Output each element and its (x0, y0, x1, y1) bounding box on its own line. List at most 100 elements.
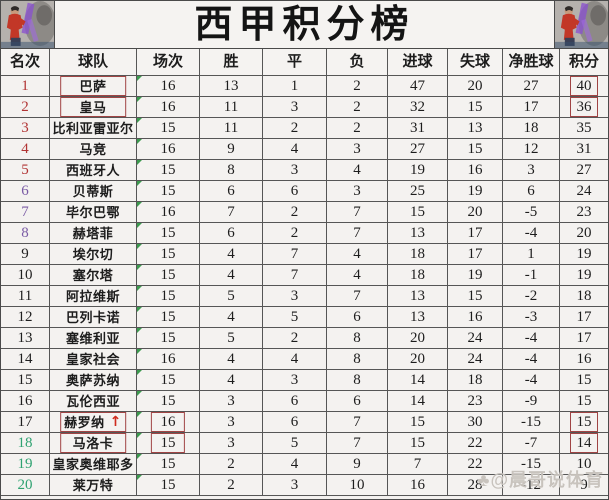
draw-value: 3 (290, 161, 299, 178)
played-cell: 15 (137, 454, 200, 475)
ga-value: 15 (467, 140, 483, 157)
played-cell: 16 (137, 139, 200, 160)
win-cell: 2 (200, 475, 263, 496)
rank-value: 12 (17, 308, 33, 325)
pts-value: 17 (576, 329, 592, 346)
rank-value: 15 (17, 371, 33, 388)
loss-value: 2 (353, 98, 361, 115)
flag-triangle-icon (137, 181, 142, 186)
rank-cell: 12 (1, 307, 50, 328)
pts-cell: 27 (560, 160, 608, 181)
flag-triangle-icon (137, 118, 142, 123)
played-cell: 15 (137, 160, 200, 181)
rank-value: 16 (17, 392, 33, 409)
ga-cell: 28 (448, 475, 503, 496)
gd-value: -4 (524, 350, 538, 367)
played-value: 15 (160, 161, 176, 178)
pts-value: 35 (576, 119, 592, 136)
gf-value: 31 (410, 119, 425, 136)
draw-value: 4 (290, 455, 299, 472)
pts-value: 27 (576, 161, 592, 178)
header-team: 球队 (50, 49, 137, 76)
rank-cell: 19 (1, 454, 50, 475)
gd-value: -5 (524, 203, 538, 220)
played-value: 16 (160, 413, 176, 430)
loss-value: 2 (353, 77, 361, 94)
draw-cell: 6 (263, 181, 327, 202)
pts-value: 23 (576, 203, 592, 220)
gf-value: 15 (410, 413, 425, 430)
ga-value: 22 (467, 434, 483, 451)
gd-value: 6 (527, 182, 535, 199)
gf-cell: 15 (388, 202, 448, 223)
ga-value: 15 (467, 98, 483, 115)
win-cell: 8 (200, 160, 263, 181)
loss-cell: 7 (327, 202, 388, 223)
win-cell: 4 (200, 265, 263, 286)
pts-cell: 19 (560, 265, 608, 286)
win-value: 4 (227, 371, 235, 388)
table-row: 17 赫罗纳 ↑ 16 3 6 7 15 30 -15 15 (1, 412, 608, 433)
draw-cell: 1 (263, 76, 327, 97)
rank-cell: 1 (1, 76, 50, 97)
gf-value: 20 (410, 329, 425, 346)
draw-cell: 2 (263, 202, 327, 223)
draw-cell: 3 (263, 286, 327, 307)
rank-cell: 7 (1, 202, 50, 223)
pts-cell: 14 (560, 433, 608, 454)
gf-value: 18 (410, 266, 425, 283)
loss-value: 6 (353, 308, 361, 325)
played-value: 15 (160, 455, 176, 472)
gf-cell: 31 (388, 118, 448, 139)
flag-triangle-icon (137, 328, 142, 333)
draw-cell: 3 (263, 160, 327, 181)
pts-value: 19 (576, 266, 592, 283)
draw-cell: 2 (263, 118, 327, 139)
flag-triangle-icon (137, 244, 142, 249)
header-points: 积分 (560, 49, 608, 76)
pts-value: 24 (576, 182, 592, 199)
pts-value: 18 (576, 287, 592, 304)
played-value: 16 (160, 140, 176, 157)
rank-cell: 8 (1, 223, 50, 244)
team-cell: 塞尔塔 (50, 265, 137, 286)
rank-cell: 4 (1, 139, 50, 160)
gf-cell: 25 (388, 181, 448, 202)
team-value: 比利亚雷亚尔 (52, 120, 134, 136)
table-row: 16 瓦伦西亚 15 3 6 6 14 23 -9 15 (1, 391, 608, 412)
rank-cell: 15 (1, 370, 50, 391)
table-row: 4 马竞 16 9 4 3 27 15 12 31 (1, 139, 608, 160)
gd-value: -15 (521, 455, 541, 472)
win-value: 6 (227, 182, 235, 199)
team-value: 马竞 (79, 141, 107, 157)
gd-cell: -5 (503, 202, 560, 223)
flag-triangle-icon (137, 97, 142, 102)
gd-value: 1 (527, 245, 535, 262)
draw-value: 7 (290, 266, 299, 283)
gd-cell: 18 (503, 118, 560, 139)
gd-cell: -9 (503, 391, 560, 412)
gf-value: 18 (410, 245, 425, 262)
win-value: 11 (223, 119, 239, 136)
loss-value: 4 (353, 245, 361, 262)
gd-cell: -15 (503, 412, 560, 433)
draw-value: 2 (290, 329, 299, 346)
gd-value: 3 (527, 161, 535, 178)
gf-value: 13 (410, 308, 425, 325)
played-value: 15 (160, 266, 176, 283)
team-cell: 毕尔巴鄂 (50, 202, 137, 223)
draw-value: 6 (290, 392, 299, 409)
ga-cell: 15 (448, 286, 503, 307)
gf-value: 25 (410, 182, 425, 199)
win-cell: 4 (200, 244, 263, 265)
rank-cell: 3 (1, 118, 50, 139)
played-cell: 15 (137, 223, 200, 244)
flag-triangle-icon (137, 412, 142, 417)
pts-cell: 15 (560, 391, 608, 412)
ga-cell: 16 (448, 307, 503, 328)
pts-value: 15 (576, 413, 592, 430)
win-value: 3 (227, 413, 235, 430)
table-row: 11 阿拉维斯 15 5 3 7 13 15 -2 18 (1, 286, 608, 307)
played-cell: 15 (137, 181, 200, 202)
